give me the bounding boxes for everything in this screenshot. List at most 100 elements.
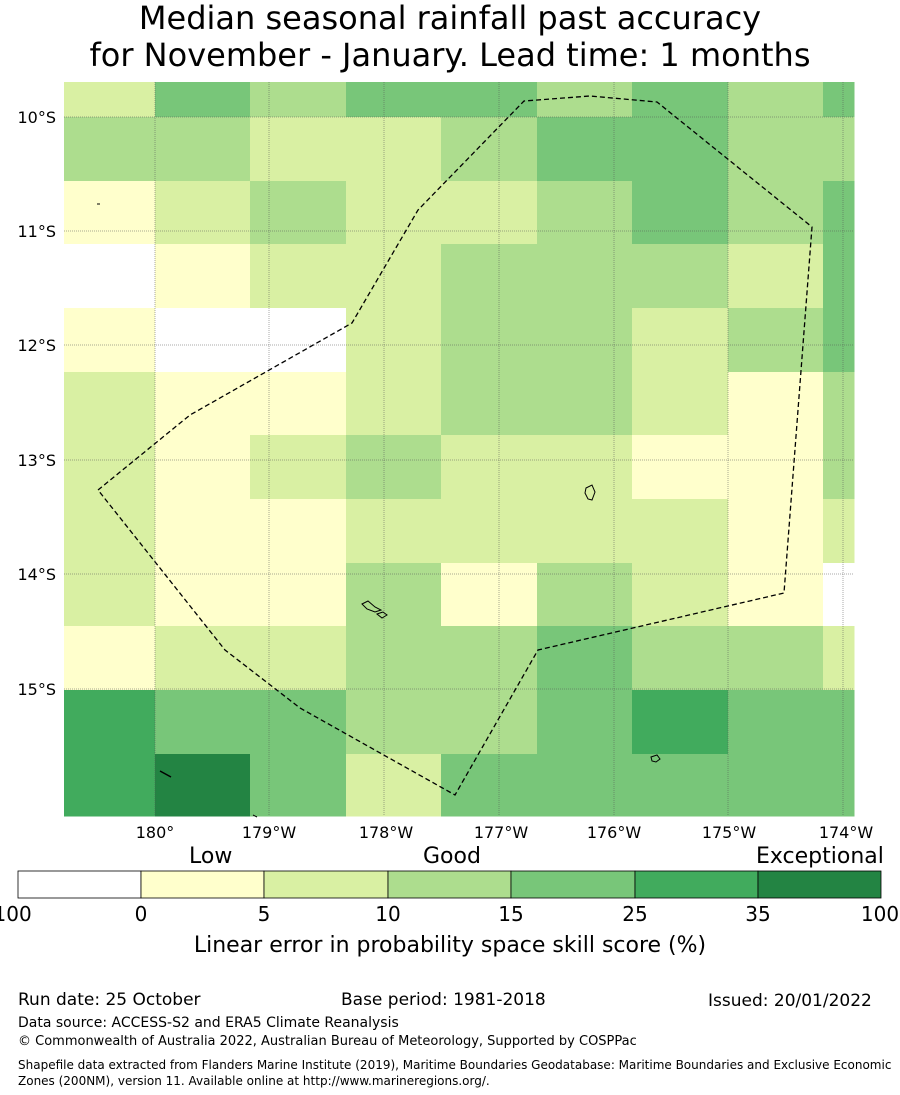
- grid-cell: [823, 117, 855, 182]
- grid-cell: [441, 626, 538, 691]
- grid-cell: [346, 435, 442, 500]
- grid-cell: [250, 435, 347, 500]
- grid-cell: [441, 244, 538, 309]
- grid-cell: [155, 690, 251, 755]
- data-source: Data source: ACCESS-S2 and ERA5 Climate …: [18, 1015, 399, 1031]
- grid-cell: [250, 690, 347, 755]
- latitude-labels: 10°S 11°S 12°S 13°S 14°S 15°S: [17, 108, 56, 699]
- grid-cell: [441, 499, 538, 564]
- lat-label: 12°S: [17, 336, 56, 355]
- grid-cell: [823, 308, 855, 373]
- grid-cell: [823, 435, 855, 500]
- grid-cell: [64, 690, 156, 755]
- colorbar-category-low: Low: [189, 844, 233, 869]
- lat-label: 11°S: [17, 222, 56, 241]
- grid-cell: [64, 435, 156, 500]
- grid-cell: [823, 690, 855, 755]
- grid-cell: [250, 563, 347, 627]
- colorbar-tick: 10: [375, 902, 401, 926]
- colorbar-swatch: [263, 870, 389, 899]
- grid-cell: [346, 181, 442, 245]
- grid-cell: [537, 499, 633, 564]
- island-outline: [361, 600, 383, 613]
- lon-label: 178°W: [359, 823, 414, 842]
- grid-cell: [823, 499, 855, 564]
- colorbar-swatch: [634, 870, 759, 899]
- grid-cell: [250, 244, 347, 309]
- grid-cell: [155, 563, 251, 627]
- issued-date: Issued: 20/01/2022: [708, 991, 872, 1011]
- island-outline: [650, 754, 661, 763]
- island-outline: [375, 611, 388, 619]
- grid-cell: [64, 754, 156, 817]
- grid-cell: [155, 435, 251, 500]
- grid-cell: [155, 626, 251, 691]
- lon-label: 180°: [136, 823, 175, 842]
- grid-cell: [632, 82, 729, 118]
- grid-cell: [64, 308, 156, 373]
- grid-cell: [441, 754, 538, 817]
- eez-boundary: [97, 95, 813, 796]
- colorbar-swatch: [757, 870, 882, 899]
- colorbar-tick: 25: [622, 902, 648, 926]
- island-outlines: [97, 203, 661, 818]
- colorbar-tick: 0: [134, 902, 148, 926]
- colorbar-tick: -100: [0, 902, 32, 926]
- base-period: Base period: 1981-2018: [341, 990, 546, 1010]
- lon-label: 176°W: [587, 823, 642, 842]
- grid-cell: [250, 372, 347, 436]
- lon-label: 174°W: [819, 823, 874, 842]
- lat-label: 15°S: [17, 680, 56, 699]
- island-outline: [159, 770, 172, 778]
- colorbar-tick: 100: [860, 902, 900, 926]
- grid-cell: [64, 82, 156, 118]
- colorbar-category-exceptional: Exceptional: [756, 844, 884, 869]
- lon-label: 179°W: [242, 823, 297, 842]
- grid-cell: [537, 308, 633, 373]
- grid-cell: [728, 372, 824, 436]
- grid-cell: [728, 499, 824, 564]
- lon-label: 177°W: [474, 823, 529, 842]
- colorbar-category-good: Good: [423, 844, 481, 869]
- grid-cell: [728, 82, 824, 118]
- grid-cell: [441, 308, 538, 373]
- grid-cell: [346, 754, 442, 817]
- colorbar-tick: 15: [498, 902, 524, 926]
- longitude-labels: 180° 179°W 178°W 177°W 176°W 175°W 174°W: [136, 823, 874, 842]
- grid-cell: [823, 244, 855, 309]
- grid-cell: [250, 308, 347, 373]
- grid-cell: [250, 117, 347, 182]
- island-outline: [584, 484, 596, 501]
- grid-cell: [441, 563, 538, 627]
- grid-cell: [823, 563, 855, 627]
- grid-cell: [250, 181, 347, 245]
- grid-cell: [346, 117, 442, 182]
- grid-cell: [346, 244, 442, 309]
- colorbar-title: Linear error in probability space skill …: [193, 933, 707, 958]
- grid-cell: [728, 690, 824, 755]
- grid-cell: [64, 181, 156, 245]
- grid-cell: [728, 308, 824, 373]
- grid-cell: [728, 435, 824, 500]
- grid-cell: [441, 117, 538, 182]
- grid-cell: [441, 435, 538, 500]
- grid-cell: [632, 117, 729, 182]
- grid-cell: [155, 499, 251, 564]
- colorbar-swatch: [17, 870, 142, 899]
- grid-cell: [441, 82, 538, 118]
- grid-cell: [346, 690, 442, 755]
- colorbar-swatch: [510, 870, 636, 899]
- colorbar: [17, 870, 882, 899]
- grid-cell: [155, 244, 251, 309]
- grid-cell: [632, 626, 729, 691]
- grid-cell: [537, 690, 633, 755]
- grid-cell: [537, 626, 633, 691]
- grid-cell: [632, 372, 729, 436]
- grid-cell: [537, 754, 633, 817]
- grid-cell: [346, 563, 442, 627]
- grid-cell: [537, 181, 633, 245]
- grid-cell: [632, 435, 729, 500]
- island-outline: [252, 814, 258, 818]
- grid-cell: [155, 117, 251, 182]
- grid-cell: [823, 754, 855, 817]
